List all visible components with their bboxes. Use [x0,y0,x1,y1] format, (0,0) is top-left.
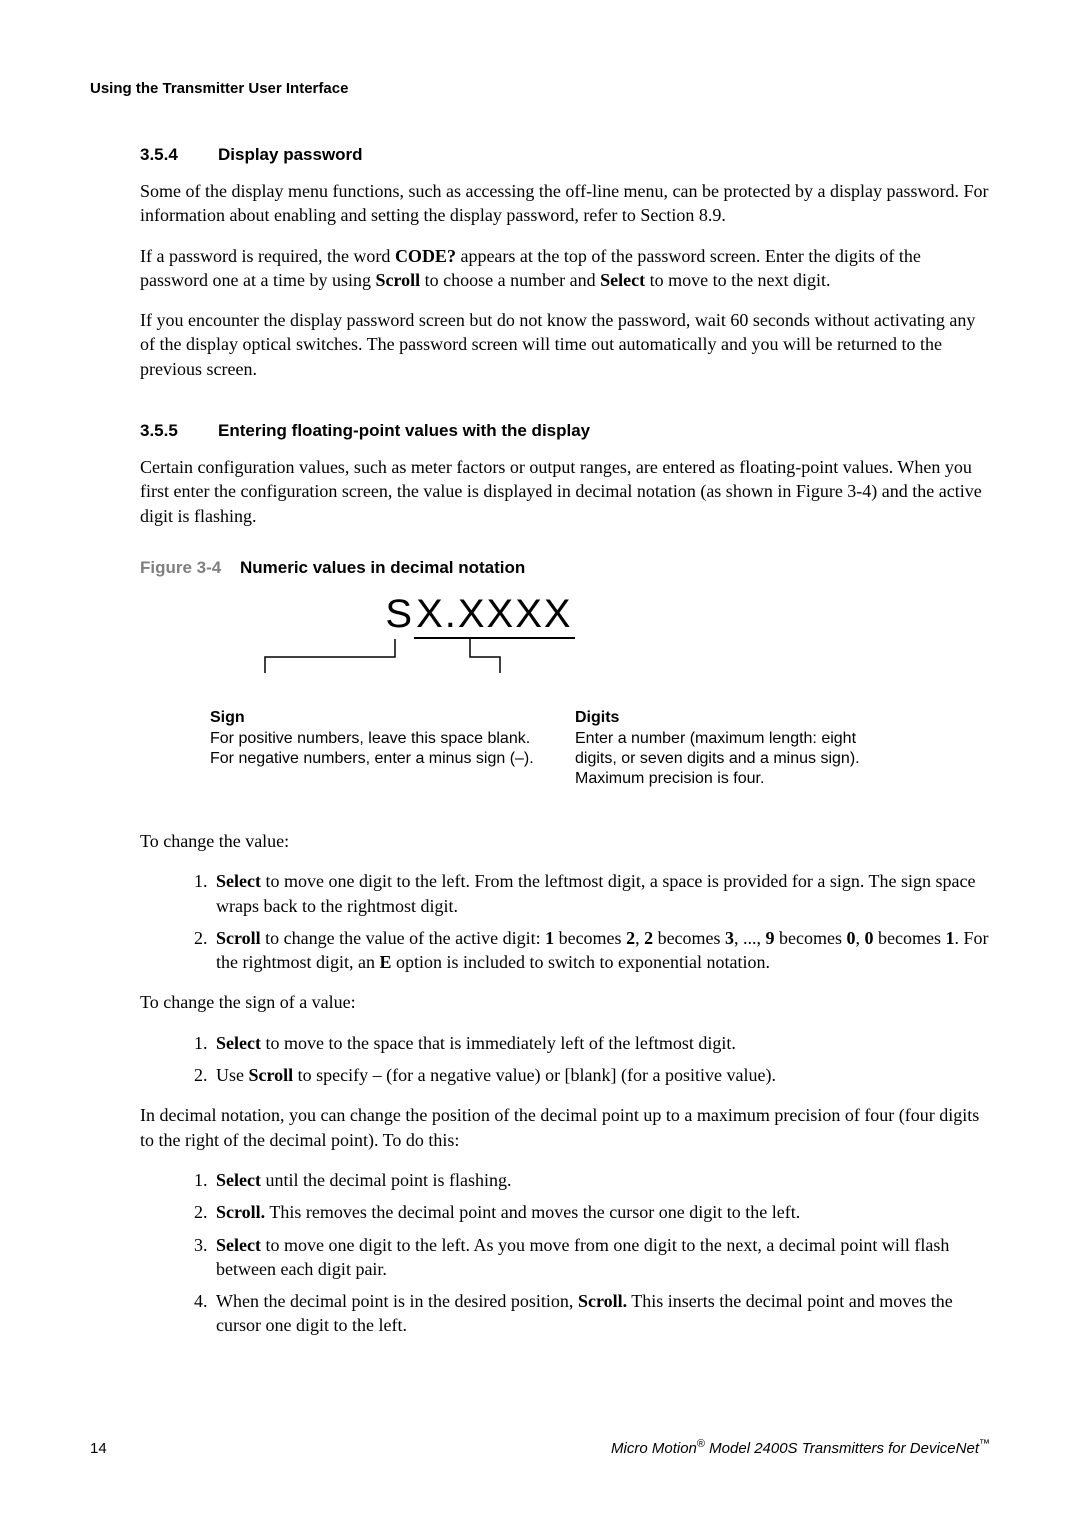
figure-callouts: Sign For positive numbers, leave this sp… [140,709,900,789]
text: If a password is required, the word [140,246,395,266]
para-354-3: If you encounter the display password sc… [140,308,990,381]
text-bold: 0 [865,928,874,948]
list-item: Use Scroll to specify – (for a negative … [212,1063,990,1087]
text-bold: Scroll. [578,1291,627,1311]
page-number: 14 [90,1440,107,1457]
change-value-intro: To change the value: [140,829,990,853]
list-item: Select until the decimal point is flashi… [212,1168,990,1192]
figure-title: Numeric values in decimal notation [240,558,525,577]
list-item: When the decimal point is in the desired… [212,1289,990,1338]
callout-title: Digits [575,709,900,727]
list-item: Select to move to the space that is imme… [212,1031,990,1055]
text: , ..., [734,928,766,948]
figure-lcd-text: SX.XXXX [220,592,740,639]
para-354-2: If a password is required, the word CODE… [140,244,990,293]
text: to move to the space that is immediately… [261,1033,736,1053]
callout-body: Enter a number (maximum length: eight di… [575,729,900,789]
text: becomes [554,928,626,948]
para-354-1: Some of the display menu functions, such… [140,179,990,228]
heading-number: 3.5.5 [140,421,218,441]
text: until the decimal point is flashing. [261,1170,511,1190]
text: option is included to switch to exponent… [392,952,770,972]
change-value-list: Select to move one digit to the left. Fr… [150,869,990,974]
figure-3-4-heading: Figure 3-4 Numeric values in decimal not… [140,558,990,578]
text-bold: CODE? [395,246,456,266]
text: to specify – (for a negative value) or [… [293,1065,776,1085]
heading-3-5-4: 3.5.4 Display password [140,145,990,165]
text: Micro Motion [611,1440,697,1457]
text: , [856,928,865,948]
text-bold: Select [600,270,645,290]
lcd-digits-chars: X.XXXX [414,592,575,639]
text: becomes [874,928,946,948]
text-bold: Scroll [216,928,261,948]
text-bold: 2 [644,928,653,948]
callout-sign: Sign For positive numbers, leave this sp… [210,709,535,789]
text-bold: 3 [725,928,734,948]
text: This removes the decimal point and moves… [265,1202,800,1222]
trademark-mark: ™ [979,1438,990,1450]
lcd-sign-char: S [385,592,414,636]
text-bold: Select [216,1235,261,1255]
text: to move to the next digit. [645,270,830,290]
text-bold: Select [216,1170,261,1190]
heading-title: Display password [218,145,363,165]
text-bold: 2 [626,928,635,948]
page-footer: 14 Micro Motion® Model 2400S Transmitter… [90,1438,990,1457]
text-bold: E [380,952,392,972]
text-bold: Scroll [375,270,420,290]
text: Model 2400S Transmitters for DeviceNet [705,1440,979,1457]
heading-title: Entering floating-point values with the … [218,421,590,441]
decimal-list: Select until the decimal point is flashi… [150,1168,990,1338]
text: , [635,928,644,948]
decimal-intro: In decimal notation, you can change the … [140,1103,990,1152]
text-bold: Select [216,871,261,891]
text-bold: Scroll. [216,1202,265,1222]
text-bold: Select [216,1033,261,1053]
text: to choose a number and [420,270,600,290]
text: to move one digit to the left. As you mo… [216,1235,949,1279]
text-bold: 9 [766,928,775,948]
text: Use [216,1065,249,1085]
footer-product-name: Micro Motion® Model 2400S Transmitters f… [611,1438,990,1457]
figure-label: Figure 3-4 [140,558,221,577]
list-item: Select to move one digit to the left. As… [212,1233,990,1282]
text-bold: 1 [946,928,955,948]
running-head: Using the Transmitter User Interface [90,80,990,97]
registered-mark: ® [697,1438,705,1450]
text: becomes [775,928,847,948]
change-sign-intro: To change the sign of a value: [140,990,990,1014]
callout-body: For positive numbers, leave this space b… [210,729,535,769]
text: to change the value of the active digit: [261,928,545,948]
text-bold: Scroll [249,1065,294,1085]
list-item: Scroll to change the value of the active… [212,926,990,975]
text: to move one digit to the left. From the … [216,871,976,915]
text: When the decimal point is in the desired… [216,1291,578,1311]
text-bold: 0 [847,928,856,948]
change-sign-list: Select to move to the space that is imme… [150,1031,990,1088]
heading-3-5-5: 3.5.5 Entering floating-point values wit… [140,421,990,441]
text-bold: 1 [545,928,554,948]
figure-3-4: SX.XXXX Sign For positive numbers, leave… [140,592,990,789]
para-355-1: Certain configuration values, such as me… [140,455,990,528]
list-item: Select to move one digit to the left. Fr… [212,869,990,918]
heading-number: 3.5.4 [140,145,218,165]
list-item: Scroll. This removes the decimal point a… [212,1200,990,1224]
callout-title: Sign [210,709,535,727]
text: becomes [653,928,725,948]
figure-leader-lines [170,639,870,679]
callout-digits: Digits Enter a number (maximum length: e… [575,709,900,789]
